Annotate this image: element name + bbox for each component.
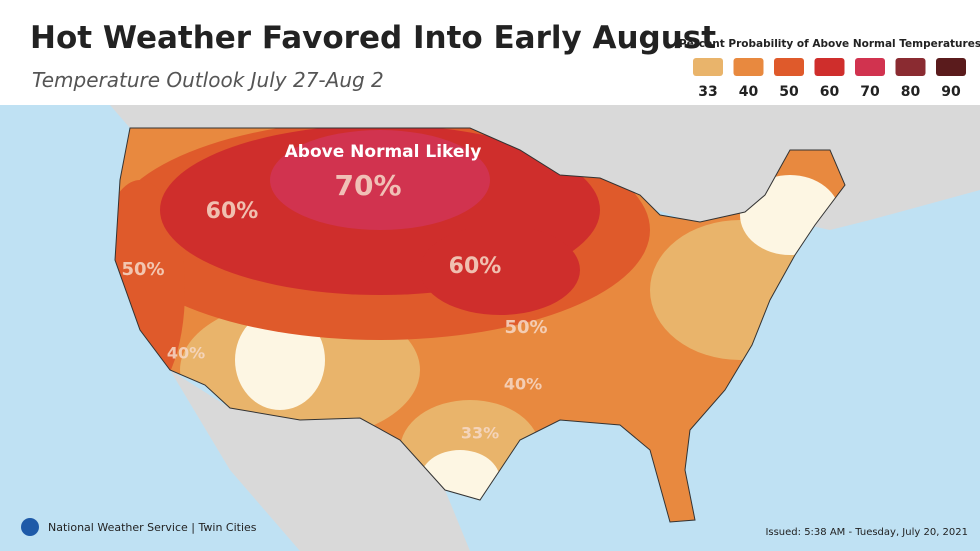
- legend-swatch: [895, 58, 926, 76]
- map-label: 33%: [461, 424, 499, 443]
- legend-label: 50: [779, 84, 799, 100]
- header: [0, 0, 980, 105]
- map-label: 60%: [206, 199, 259, 224]
- subtitle: Temperature Outlook July 27-Aug 2: [32, 68, 384, 92]
- map-label: 40%: [167, 344, 205, 363]
- map-label: Above Normal Likely: [285, 142, 482, 162]
- legend-swatch: [814, 58, 845, 76]
- map-label: 40%: [504, 375, 542, 394]
- legend-label: 70: [860, 84, 880, 100]
- legend-label: 60: [820, 84, 840, 100]
- legend-swatch: [733, 58, 764, 76]
- title: Hot Weather Favored Into Early August: [30, 20, 716, 56]
- footer-agency: National Weather Service | Twin Cities: [48, 521, 257, 534]
- legend-label: 40: [739, 84, 759, 100]
- legend-swatch: [774, 58, 804, 76]
- legend: 33 40 50 60 70 80 90: [693, 58, 966, 100]
- footer-issued: Issued: 5:38 AM - Tuesday, July 20, 2021: [765, 527, 968, 538]
- map-label: 60%: [449, 254, 502, 279]
- mexico: [170, 370, 470, 551]
- noaa-logo: [21, 518, 39, 536]
- legend-title: Percent Probability of Above Normal Temp…: [679, 38, 980, 50]
- us-border: [114, 127, 846, 523]
- map-label: 50%: [121, 259, 164, 280]
- map-label: 50%: [504, 317, 547, 338]
- legend-swatch: [936, 58, 966, 76]
- legend-label: 90: [941, 84, 961, 100]
- legend-label: 33: [698, 84, 717, 100]
- map-label: 70%: [334, 169, 401, 202]
- legend-swatch: [855, 58, 885, 76]
- legend-swatch: [693, 58, 723, 76]
- legend-label: 80: [901, 84, 921, 100]
